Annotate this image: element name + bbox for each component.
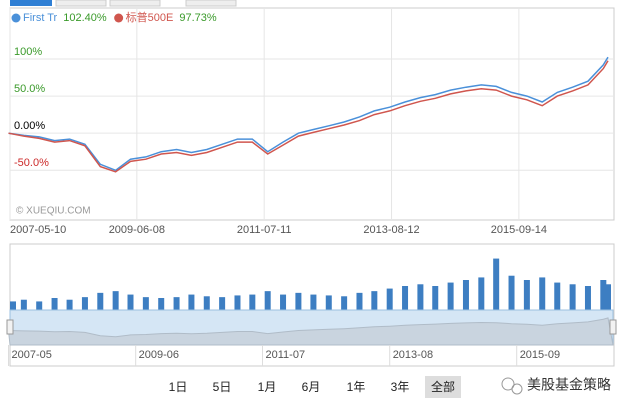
watermark-site: © XUEQIU.COM [16, 206, 91, 217]
volume-bar [219, 297, 226, 310]
navigator-tick-label: 2011-07 [266, 349, 306, 361]
volume-bar [66, 299, 73, 310]
volume-bar [36, 301, 43, 310]
range-button[interactable]: 全部 [431, 379, 455, 394]
volume-bar [10, 301, 16, 310]
volume-bar [203, 296, 210, 310]
navigator-tick-label: 2015-09 [520, 349, 560, 361]
volume-bar [604, 284, 611, 310]
volume-bar [569, 284, 576, 310]
volume-bar [341, 296, 348, 310]
volume-bar [127, 294, 134, 310]
volume-bar [20, 299, 27, 310]
volume-bar [249, 294, 256, 310]
volume-bar [158, 298, 165, 310]
x-tick-label: 2011-07-11 [237, 224, 292, 236]
volume-bar [402, 286, 409, 310]
volume-bar [51, 298, 58, 310]
legend-value: 102.40% [63, 12, 107, 24]
y-tick-label: 100% [14, 46, 42, 58]
wechat-icon [511, 383, 523, 395]
x-tick-label: 2013-08-12 [363, 224, 419, 236]
volume-bar [264, 291, 271, 310]
tab[interactable] [185, 0, 237, 7]
x-tick-label: 2009-06-08 [109, 224, 165, 236]
volume-bar [325, 295, 332, 310]
volume-bar [386, 288, 393, 310]
series-line [8, 56, 609, 172]
range-button[interactable]: 1年 [347, 380, 366, 394]
y-tick-label: 0.00% [14, 120, 45, 132]
tab-active[interactable] [10, 0, 52, 6]
legend-value: 97.73% [179, 12, 217, 24]
watermark: 美股基金策略 [527, 377, 611, 393]
navigator-tick-label: 2007-05 [11, 349, 51, 361]
series-line [8, 60, 609, 173]
range-button[interactable]: 5日 [213, 380, 232, 394]
navigator-handle[interactable] [6, 319, 14, 335]
legend-marker [11, 13, 21, 23]
plot-frame [9, 7, 615, 221]
volume-bar [371, 291, 378, 310]
navigator-tick-label: 2013-08 [393, 349, 433, 361]
volume-bar [478, 277, 485, 310]
volume-bar [188, 294, 195, 310]
volume-bar [584, 286, 591, 310]
volume-bar [234, 295, 241, 310]
volume-bar [295, 292, 302, 310]
range-button[interactable]: 3年 [391, 380, 410, 394]
legend-marker [114, 13, 124, 23]
tab[interactable] [109, 0, 161, 7]
volume-bar [432, 286, 439, 310]
legend-name: First Tr [23, 12, 58, 24]
volume-bar [173, 297, 180, 310]
range-button-active[interactable] [425, 376, 461, 398]
range-button[interactable]: 6月 [302, 380, 321, 394]
volume-bar [280, 294, 287, 310]
x-tick-label: 2007-05-10 [10, 224, 66, 236]
range-button[interactable]: 1月 [258, 380, 277, 394]
volume-bar [112, 291, 119, 310]
navigator-area [7, 317, 614, 346]
legend-name: 标普500E [126, 10, 174, 24]
navigator-handle[interactable] [609, 319, 617, 335]
volume-bar [142, 297, 149, 310]
volume-bar [600, 280, 607, 310]
wechat-icon [501, 377, 515, 391]
volume-bar [81, 297, 88, 310]
volume-bar [493, 258, 500, 310]
volume-bar [97, 292, 104, 310]
volume-bar [523, 280, 530, 310]
volume-bar [539, 277, 546, 310]
tab[interactable] [55, 0, 107, 7]
range-button[interactable]: 1日 [169, 380, 188, 394]
volume-bar [310, 294, 317, 310]
navigator-tick-label: 2009-06 [139, 349, 179, 361]
x-tick-label: 2015-09-14 [491, 224, 547, 236]
y-tick-label: -50.0% [14, 157, 49, 169]
volume-bar [447, 282, 454, 310]
volume-bar [462, 280, 469, 310]
volume-bar [554, 282, 561, 310]
volume-bar [356, 292, 363, 310]
volume-bar [508, 275, 515, 310]
y-tick-label: 50.0% [14, 83, 45, 95]
volume-bar [417, 284, 424, 310]
